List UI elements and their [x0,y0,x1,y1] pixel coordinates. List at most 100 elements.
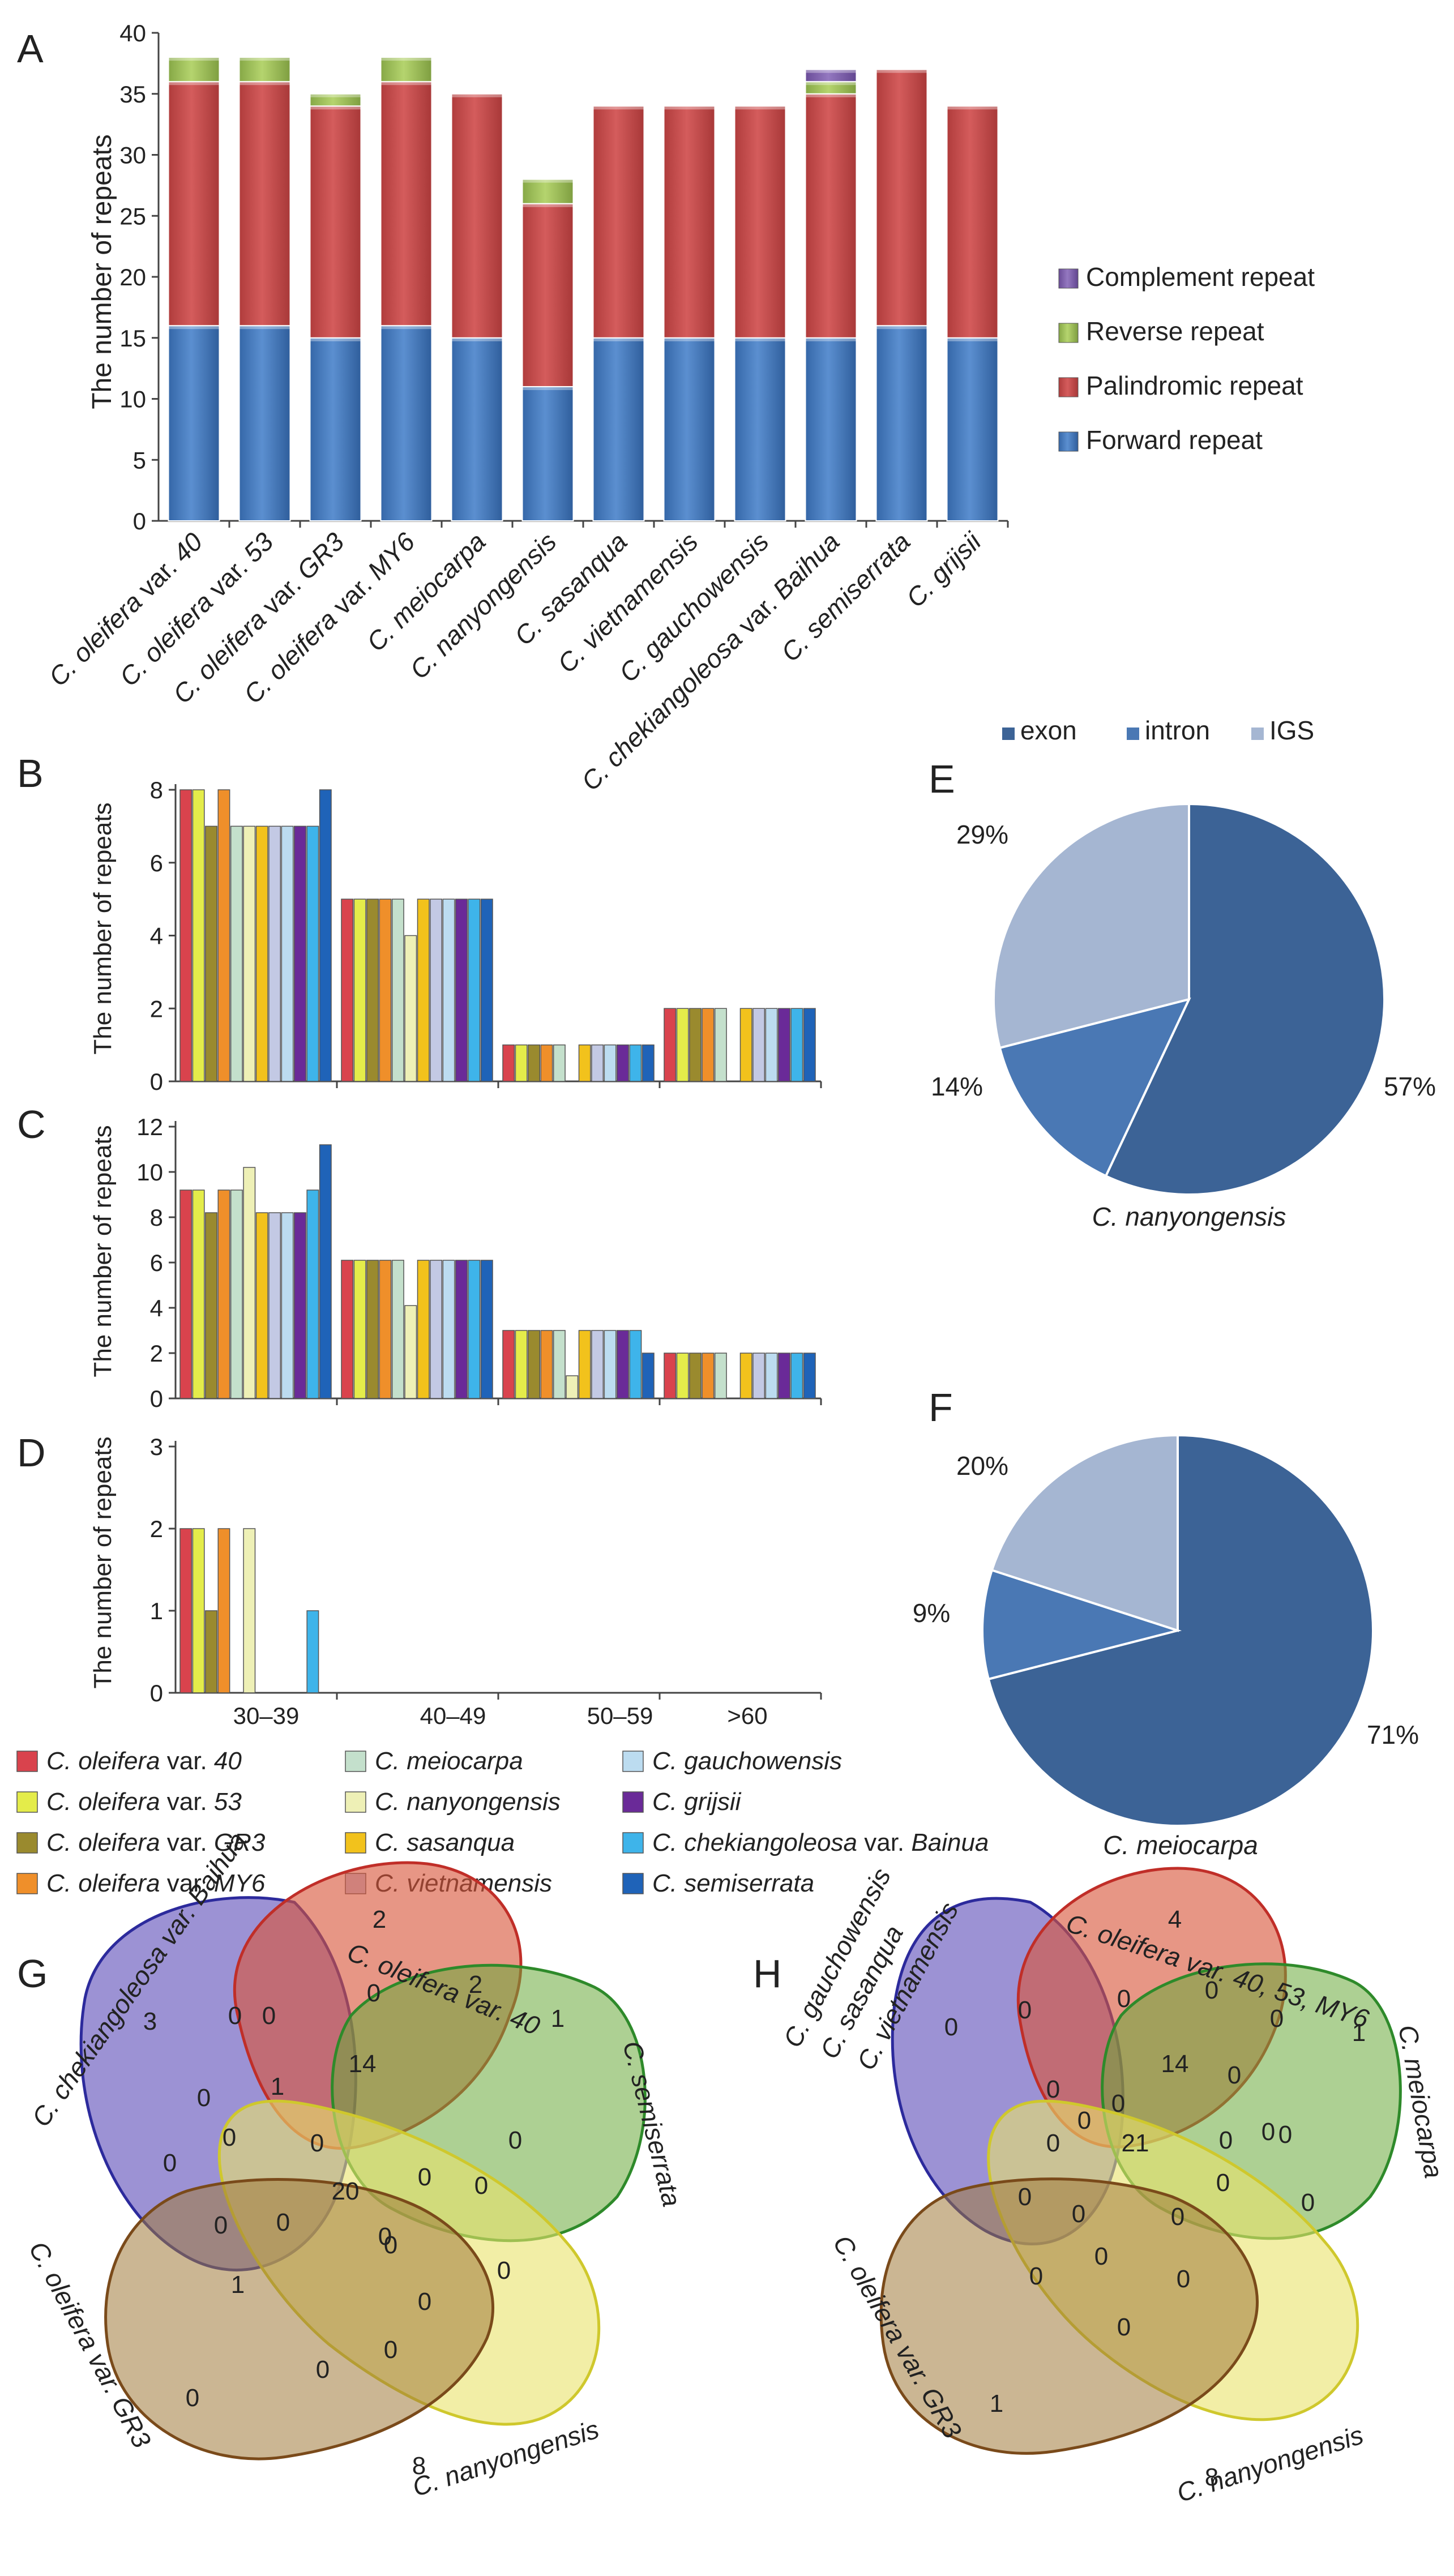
bar-b-c-vietnamensis [430,898,443,1082]
venn-h-count: 14 [1161,2050,1189,2078]
bar-c-c-oleifera-var-53 [676,1353,689,1399]
bar-c-c-chekiangoleosa-var-bainua [468,1260,481,1399]
bar-a-palindromic-repeat [875,69,928,327]
venn-h-count: 0 [1171,2203,1184,2231]
venn-h-count: 0 [944,2013,958,2041]
chart-c-ylabel: The number of repeats [89,1125,117,1377]
bar-b-c-meiocarpa [714,1008,727,1082]
bar-a-highlight [805,69,857,73]
bar-c-c-oleifera-var-gr3 [689,1353,702,1399]
bar-c-c-oleifera-var-40 [179,1189,193,1399]
pie-legend-swatch [1251,728,1264,740]
bar-a-forward-repeat [875,325,928,521]
bar-a-highlight [451,93,503,97]
venn-g-count: 0 [223,2124,236,2151]
bar-c-c-chekiangoleosa-var-bainua [629,1330,642,1399]
bar-a-highlight [239,326,290,330]
venn-h-count: 0 [1018,2183,1032,2211]
chart-b-grouped-bars: The number of repeats 0 2 4 6 8 [89,777,822,1095]
bar-b-c-vietnamensis [752,1008,766,1082]
bar-d-c-oleifera-var-my6 [217,1528,230,1693]
bar-a-highlight [664,106,715,110]
venn-h-count: 1 [990,2390,1003,2417]
bar-c-c-semiserrata [319,1144,332,1399]
bar-c-c-semiserrata [803,1353,816,1399]
venn-h-label-6: C. nanyongensis [1173,2420,1367,2507]
venn-g-count: 0 [418,2288,431,2316]
panel-label-f: F [929,1385,953,1430]
bar-c-c-gauchowensis [281,1212,294,1399]
bar-c-c-gauchowensis [604,1330,617,1399]
bar-b-c-sasanqua [255,825,268,1082]
species-legend-label: C. oleifera var. MY6 [46,1869,266,1897]
bar-a-highlight [380,57,432,61]
bar-a-highlight [876,326,927,330]
venn-g-count: 0 [214,2211,228,2239]
bar-a-forward-repeat [805,337,857,521]
bar-b-c-oleifera-var-53 [515,1044,528,1082]
bar-c-c-grijsii [778,1353,790,1399]
chart-a-ytick-label: 25 [119,203,146,229]
venn-g-count: 0 [418,2163,431,2191]
venn-g-count: 0 [508,2126,522,2154]
bar-a-highlight [734,106,786,110]
bar-c-c-oleifera-var-my6 [540,1330,553,1399]
panel-label-b: B [17,751,44,795]
bar-a-highlight [310,337,361,341]
species-legend-swatch [345,1791,366,1813]
bar-c-c-grijsii [455,1260,468,1399]
bar-c-c-oleifera-var-40 [664,1353,677,1399]
bar-c-c-oleifera-var-gr3 [528,1330,540,1399]
bar-a-forward-repeat [309,337,362,521]
species-legend-label: C. chekiangoleosa var. Bainua [652,1829,989,1856]
species-legend-label: C. oleifera var. GR3 [46,1829,266,1856]
venn-h-count: 0 [1117,1985,1131,2013]
bar-c-c-grijsii [294,1212,306,1399]
bar-a-highlight [664,337,715,341]
bar-c-c-oleifera-var-40 [502,1330,515,1399]
bar-a-reverse-repeat [380,57,433,83]
bar-a-highlight [522,386,574,390]
venn-g-count: 0 [262,2002,276,2030]
bar-c-c-meiocarpa [391,1260,404,1399]
bar-a-forward-repeat [238,325,291,521]
pie-f-slice-intron [981,1568,1182,1681]
venn-h-count: 0 [1046,2129,1060,2157]
bar-a-palindromic-repeat [805,93,857,339]
bar-b-c-oleifera-var-53 [676,1008,689,1082]
species-legend: C. oleifera var. 40 C. oleifera var. 53 C.… [16,1747,989,1897]
chart-d-xtick-label: 50–59 [587,1702,653,1729]
pie-legend-label: IGS [1269,716,1314,745]
panel-label-e: E [929,757,955,801]
bar-b-c-gauchowensis [604,1044,617,1082]
chart-ytick-label: 0 [150,1385,163,1412]
pie-e-label-exon: 57% [1384,1072,1436,1101]
bar-b-c-semiserrata [480,898,493,1082]
bar-a-palindromic-repeat [380,81,433,327]
bar-b-c-chekiangoleosa-var-bainua [790,1008,803,1082]
legend-a-swatch [1058,268,1079,289]
pie-chart-e: exon intron IGS 57% 14% 29% C. nanyongensis [931,716,1436,1231]
bar-d-c-oleifera-var-gr3 [205,1610,218,1693]
chart-a-ytick-label: 0 [133,508,146,534]
chart-ytick-label: 3 [150,1434,163,1460]
pie-legend-swatch [1002,728,1015,740]
bar-c-c-gauchowensis [765,1353,778,1399]
pie-legend-label: intron [1145,716,1210,745]
bar-b-c-oleifera-var-53 [192,789,205,1082]
bar-d-c-oleifera-var-40 [179,1528,193,1693]
venn-g-count: 1 [231,2271,245,2299]
bar-a-palindromic-repeat [309,105,362,339]
bar-b-c-oleifera-var-my6 [702,1008,715,1082]
chart-d-xtick-label: >60 [727,1702,767,1729]
pie-f-label-exon: 71% [1367,1720,1419,1749]
bar-c-c-oleifera-var-my6 [217,1189,230,1399]
chart-ytick-label: 4 [150,1295,163,1321]
venn-h-count: 1 [1352,2019,1366,2047]
bar-a-highlight [310,93,361,97]
bar-a-forward-repeat [380,325,433,521]
venn-h-count: 0 [1117,2313,1131,2341]
chart-ytick-label: 0 [150,1680,163,1706]
